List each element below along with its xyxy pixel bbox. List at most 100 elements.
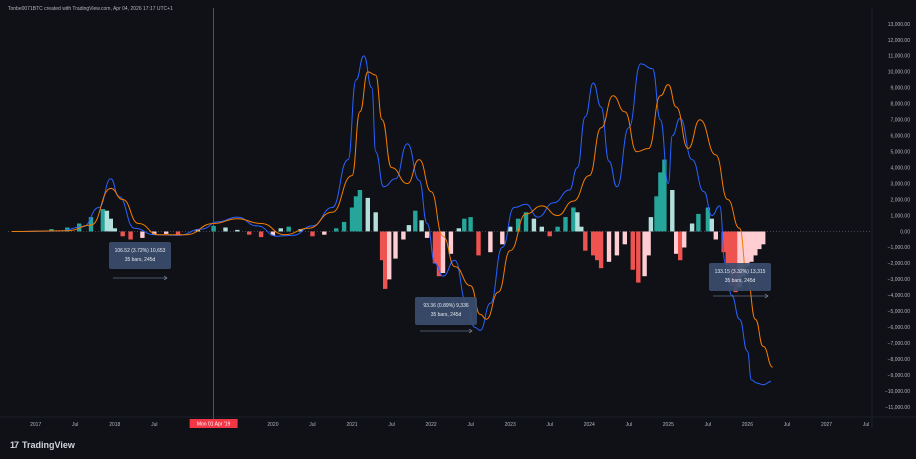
y-tick-label: −6,000.00 xyxy=(888,325,911,331)
histogram-bar xyxy=(164,231,169,234)
histogram-bar xyxy=(424,231,430,238)
histogram-bar xyxy=(365,197,370,232)
x-tick-label: 2027 xyxy=(821,422,832,428)
histogram-bar xyxy=(247,231,252,235)
crosshair-date-label: Mon 01 Apr '19 xyxy=(197,422,231,428)
histogram-bar xyxy=(387,231,392,280)
histogram-bar xyxy=(456,228,461,232)
histogram-bar xyxy=(108,218,113,232)
histogram-bar xyxy=(401,231,406,240)
histogram-bar xyxy=(120,231,125,237)
annotations-layer: 106.52 (3.72%) 10,653 35 bars, 245d 93.36 … xyxy=(109,242,771,334)
x-tick-label: 2023 xyxy=(505,422,516,428)
histogram-bar xyxy=(476,231,481,256)
histogram-bar xyxy=(571,207,576,232)
histogram-bar xyxy=(598,231,604,269)
histogram-bar xyxy=(678,231,683,261)
x-tick-label: 2024 xyxy=(584,422,595,428)
x-tick-label: 2020 xyxy=(267,422,278,428)
histogram-bar xyxy=(642,231,647,277)
histogram-bar xyxy=(622,231,627,245)
y-tick-label: 3,000.00 xyxy=(891,181,911,187)
x-tick-label: Jul xyxy=(72,422,78,428)
x-tick-label: 2025 xyxy=(663,422,674,428)
histogram-bar xyxy=(745,231,750,267)
y-tick-label: 8,000.00 xyxy=(891,102,911,108)
y-tick-label: 13,000.00 xyxy=(888,22,910,28)
histogram-bar xyxy=(353,196,359,232)
y-tick-label: 7,000.00 xyxy=(891,118,911,124)
histogram-bar xyxy=(575,212,580,232)
histogram-bar xyxy=(689,223,695,232)
histogram-bar xyxy=(725,231,730,265)
histogram-bar xyxy=(500,231,505,245)
measure-box-line1: 93.36 (0.89%) 9,336 xyxy=(423,303,469,309)
histogram-bar xyxy=(278,228,283,232)
histogram-bar xyxy=(258,231,264,238)
histogram-bar xyxy=(349,207,355,232)
histogram-bar xyxy=(88,217,94,232)
histogram-bar xyxy=(658,172,663,232)
histogram-bar xyxy=(614,231,620,256)
histogram-bar xyxy=(462,218,467,232)
histogram-bar xyxy=(440,231,446,273)
histogram-bar xyxy=(128,231,133,240)
histogram-bar xyxy=(721,231,726,253)
x-tick-label: Jul xyxy=(388,422,394,428)
histogram-bar xyxy=(705,207,711,232)
chart-caption: Tonbe0071BTC created with TradingView.co… xyxy=(8,6,173,12)
y-tick-label: 2,000.00 xyxy=(891,197,911,203)
histogram-bar xyxy=(223,227,228,232)
x-tick-label: Jul xyxy=(863,422,869,428)
histogram-bar xyxy=(539,226,544,232)
histogram-bar xyxy=(761,231,766,245)
histogram-bar xyxy=(674,231,679,254)
y-tick-label: −7,000.00 xyxy=(888,341,911,347)
measure-box-line2: 35 bars, 245d xyxy=(125,257,156,263)
histogram-bar xyxy=(563,217,568,232)
y-tick-label: 4,000.00 xyxy=(891,165,911,171)
measure-box xyxy=(109,242,171,269)
measure-arrow-head xyxy=(764,293,769,299)
x-tick-label: 2022 xyxy=(426,422,437,428)
y-tick-label: 12,000.00 xyxy=(888,38,910,44)
y-tick-label: 5,000.00 xyxy=(891,149,911,155)
y-tick-label: −8,000.00 xyxy=(888,357,911,363)
histogram-bar xyxy=(696,213,701,232)
x-tick-label: 2018 xyxy=(109,422,120,428)
measure-box-line2: 35 bars, 245d xyxy=(725,278,756,284)
histogram-bar xyxy=(379,231,385,261)
histogram-bar xyxy=(357,190,363,232)
histogram-bar xyxy=(682,231,687,248)
histogram-bar xyxy=(298,229,303,232)
histogram-bar xyxy=(286,226,291,232)
measure-box-line1: 106.52 (3.72%) 10,653 xyxy=(115,248,166,254)
histogram-bar xyxy=(595,231,600,261)
histogram-bar xyxy=(531,218,537,232)
measure-box-line1: 133.15 (3.32%) 13,315 xyxy=(715,269,766,275)
x-tick-label: Jul xyxy=(626,422,632,428)
histogram-bar xyxy=(65,227,70,232)
histogram-bar xyxy=(515,218,521,232)
histogram-bar xyxy=(749,231,754,262)
histogram-bar xyxy=(373,212,378,232)
crosshair-layer: Mon 01 Apr '19 xyxy=(189,8,238,428)
histogram-bar xyxy=(413,210,418,232)
y-tick-label: −11,000.00 xyxy=(885,405,910,411)
y-tick-label: 11,000.00 xyxy=(888,54,910,60)
histogram-bar xyxy=(270,231,276,236)
histogram-bar xyxy=(646,231,651,256)
x-axis[interactable]: 2017 Jul 2018 Jul 2020 Jul 2021 Jul 2022 Jul 2023 J… xyxy=(0,416,916,428)
y-tick-label: −4,000.00 xyxy=(888,293,911,299)
y-axis[interactable]: 13,000.00 12,000.00 11,000.00 10,000.00 9,00… xyxy=(871,8,911,428)
x-tick-label: Jul xyxy=(309,422,315,428)
y-tick-label: −1,000.00 xyxy=(888,245,911,251)
chart-canvas[interactable]: 106.52 (3.72%) 10,653 35 bars, 245d 93.36 … xyxy=(0,0,916,432)
x-tick-label: Jul xyxy=(467,422,473,428)
histogram-bar xyxy=(100,209,106,232)
tradingview-logo[interactable]: 17 TradingView xyxy=(10,440,75,450)
histogram-bar xyxy=(654,196,659,232)
histogram-bar xyxy=(341,221,347,232)
histogram-bar xyxy=(383,231,388,289)
tradingview-logo-text: TradingView xyxy=(22,440,75,450)
